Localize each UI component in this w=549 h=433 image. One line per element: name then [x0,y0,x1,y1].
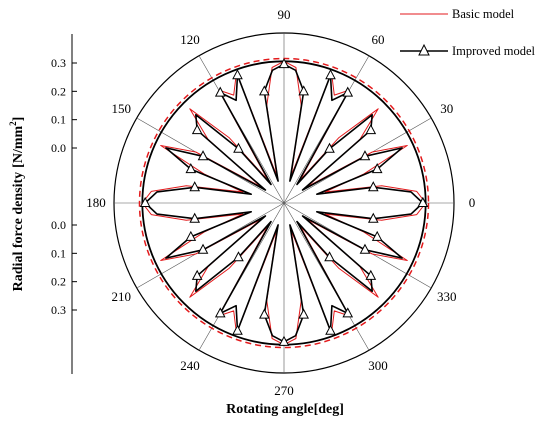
legend-improved-label: Improved model [452,44,535,58]
radial-tick-lower-0.1: 0.1 [51,246,66,260]
angle-label-180: 180 [86,195,106,210]
improved-marker [324,142,335,153]
improved-marker [258,308,270,319]
improved-marker [367,181,379,192]
angle-label-30: 30 [440,101,453,116]
improved-marker [365,124,377,135]
angle-tick-labels: 0 30 60 90 120 150 180 210 240 270 300 330 [86,7,475,398]
improved-marker [197,150,209,161]
improved-marker [417,196,429,207]
improved-marker [233,142,244,153]
improved-marker [258,85,270,96]
improved-marker [371,230,383,241]
angle-label-330: 330 [437,289,457,304]
improved-marker [139,196,151,207]
improved-marker [359,150,371,161]
legend-basic-label: Basic model [452,7,515,21]
x-axis-title: Rotating angle[deg] [226,402,344,417]
radial-tick-upper-0.1: 0.1 [51,113,66,127]
improved-marker [189,212,201,223]
legend: Basic model Improved model [400,7,535,58]
y-axis-title-unit-end: ] [11,117,26,122]
improved-marker [298,85,310,96]
improved-marker [325,69,336,80]
improved-marker [185,163,197,174]
radial-tick-upper-0.2: 0.2 [51,84,66,98]
improved-marker [185,230,197,241]
angle-label-150: 150 [111,101,131,116]
improved-marker [365,269,377,280]
improved-marker [298,308,310,319]
angle-label-270: 270 [274,383,294,398]
y-axis-title: Radial force density [N/mm2] [8,117,26,292]
angle-label-60: 60 [372,32,385,47]
y-axis-title-main: Radial force density [11,172,26,292]
improved-marker [214,86,226,97]
angle-label-240: 240 [180,358,200,373]
radial-tick-labels: 0.3 0.2 0.1 0.0 0.0 0.1 0.2 0.3 [51,56,77,317]
y-axis-title-unit-sup: 2 [8,121,18,126]
improved-marker [278,335,290,346]
improved-marker [342,307,354,318]
improved-marker [189,181,201,192]
y-axis-title-unit: [N/mm [11,126,26,168]
series-layer [139,58,429,346]
improved-marker [324,251,335,262]
legend-improved-marker [418,43,430,56]
radial-tick-upper-0.3: 0.3 [51,56,66,70]
angle-label-90: 90 [278,7,291,22]
improved-marker [371,163,383,174]
improved-marker [197,243,209,254]
improved-marker [325,324,336,335]
improved-marker [191,269,203,280]
improved-marker [233,251,244,262]
improved-marker [342,86,354,97]
improved-marker [214,307,226,318]
angle-label-210: 210 [111,289,131,304]
polar-grid [113,32,455,374]
angle-label-0: 0 [469,195,476,210]
improved-marker [191,124,203,135]
improved-marker [278,58,290,69]
improved-marker [232,324,243,335]
radial-tick-lower-0.3: 0.3 [51,303,66,317]
radial-tick-upper-0.0: 0.0 [51,141,66,155]
angle-label-120: 120 [180,32,200,47]
improved-marker [367,212,379,223]
radial-tick-lower-0.0: 0.0 [51,218,66,232]
improved-marker [359,243,371,254]
improved-marker [232,69,243,80]
radial-tick-lower-0.2: 0.2 [51,275,66,289]
angle-label-300: 300 [368,358,388,373]
